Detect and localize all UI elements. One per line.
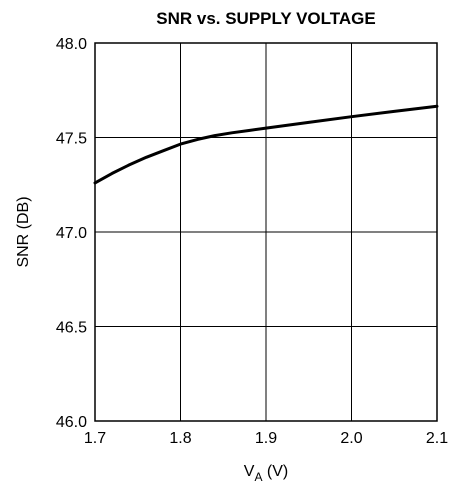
x-tick-label: 1.7 [84,430,106,447]
x-axis-label-main: V [244,463,255,480]
x-tick-label: 1.9 [255,430,277,447]
x-axis-label: VA (V) [244,463,288,484]
x-axis-label-unit: (V) [262,463,288,480]
y-tick-label: 48.0 [56,36,87,53]
y-axis-label: SNR (DB) [15,196,32,267]
x-tick-label: 1.8 [169,430,191,447]
x-tick-label: 2.1 [426,430,448,447]
y-tick-label: 46.0 [56,414,87,431]
x-tick-labels: 1.7 1.8 1.9 2.0 2.1 [84,430,448,447]
x-axis-label-sub: A [254,470,262,484]
y-tick-labels: 48.0 47.5 47.0 46.5 46.0 [56,36,87,431]
y-tick-label: 47.5 [56,131,87,148]
x-tick-label: 2.0 [340,430,362,447]
y-tick-label: 46.5 [56,320,87,337]
grid [94,42,438,422]
plot-frame [94,42,438,422]
y-tick-label: 47.0 [56,225,87,242]
series-layer [93,104,439,185]
snr-curve [93,104,439,185]
chart-title: SNR vs. SUPPLY VOLTAGE [156,9,376,28]
